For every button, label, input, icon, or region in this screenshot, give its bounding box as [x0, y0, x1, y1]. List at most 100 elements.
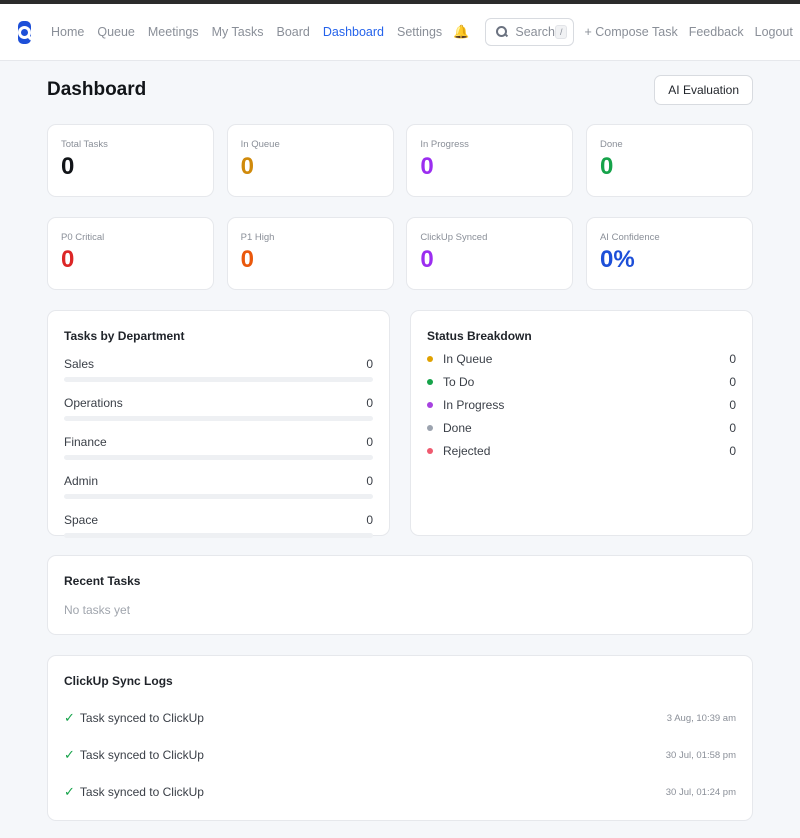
- check-icon: ✓: [64, 747, 75, 762]
- log-text: Task synced to ClickUp: [79, 785, 204, 799]
- status-name: In Queue: [443, 352, 493, 366]
- log-timestamp: 30 Jul, 01:24 pm: [665, 786, 736, 798]
- nav-actions: + Compose Task Feedback Logout: [584, 25, 792, 39]
- stat-label: In Queue: [240, 139, 280, 150]
- status-row: In Queue 0: [427, 352, 736, 366]
- nav-links: Home Queue Meetings My Tasks Board Dashb…: [51, 25, 455, 39]
- department-name: Operations: [64, 396, 123, 410]
- department-name: Finance: [64, 435, 107, 449]
- stats-row-primary: Total Tasks 0 In Queue 0 In Progress 0 D…: [47, 124, 753, 197]
- status-name: To Do: [443, 375, 475, 389]
- status-count: 0: [729, 375, 736, 389]
- stat-value: 0: [420, 153, 434, 180]
- log-row: ✓ Task synced to ClickUp 30 Jul, 01:58 pm: [64, 747, 736, 762]
- stats-row-secondary: P0 Critical 0 P1 High 0 ClickUp Synced 0…: [47, 217, 753, 290]
- search-icon: [496, 26, 508, 38]
- card-title: Recent Tasks: [64, 574, 141, 588]
- department-bar: [64, 416, 373, 421]
- stat-label: AI Confidence: [599, 232, 660, 243]
- stat-card-p1-high: P1 High 0: [226, 217, 394, 290]
- status-name: In Progress: [443, 398, 505, 412]
- log-row: ✓ Task synced to ClickUp 3 Aug, 10:39 am: [64, 710, 736, 725]
- search-shortcut-key: /: [554, 25, 568, 39]
- stat-label: Done: [599, 139, 623, 150]
- logout-link[interactable]: Logout: [754, 25, 793, 39]
- stat-value: 0: [61, 153, 75, 180]
- page-title: Dashboard: [47, 79, 147, 100]
- compose-task-link[interactable]: + Compose Task: [584, 25, 678, 39]
- log-timestamp: 30 Jul, 01:58 pm: [665, 749, 736, 761]
- stat-card-p0-critical: P0 Critical 0: [47, 217, 214, 290]
- status-dot: [427, 448, 433, 454]
- stat-value: 0: [599, 153, 614, 180]
- stat-label: Total Tasks: [61, 139, 108, 150]
- stat-card-clickup-synced: ClickUp Synced 0: [406, 217, 574, 290]
- status-count: 0: [729, 398, 736, 412]
- log-row: ✓ Task synced to ClickUp 30 Jul, 01:24 pm: [64, 784, 736, 799]
- nav-link-my-tasks[interactable]: My Tasks: [211, 25, 264, 39]
- department-count: 0: [366, 396, 373, 410]
- status-row: Rejected 0: [427, 444, 736, 458]
- status-dot: [427, 379, 433, 385]
- log-text: Task synced to ClickUp: [79, 711, 204, 725]
- stat-value: 0: [420, 246, 434, 273]
- department-name: Admin: [64, 474, 99, 488]
- stat-label: P0 Critical: [61, 232, 105, 243]
- department-name: Space: [64, 513, 99, 527]
- status-dot: [427, 402, 433, 408]
- stat-card-in-progress: In Progress 0: [406, 124, 574, 197]
- recent-tasks-card: Recent Tasks No tasks yet: [47, 555, 753, 635]
- department-row: Space 0: [64, 513, 373, 538]
- status-name: Rejected: [443, 444, 491, 458]
- stat-value: 0: [240, 153, 255, 180]
- tasks-by-department-card: Tasks by Department Sales 0 Operations 0 F…: [47, 310, 390, 538]
- status-count: 0: [729, 421, 736, 435]
- department-row: Sales 0: [64, 357, 373, 382]
- stat-label: P1 High: [240, 232, 275, 243]
- app-logo[interactable]: [18, 20, 31, 44]
- empty-state-text: No tasks yet: [64, 603, 131, 617]
- stat-value: 0: [240, 246, 255, 273]
- stat-card-done: Done 0: [585, 124, 753, 197]
- department-bar: [64, 455, 373, 460]
- search-input[interactable]: Search /: [485, 18, 575, 46]
- nav-link-dashboard[interactable]: Dashboard: [322, 25, 384, 39]
- stat-label: In Progress: [420, 139, 469, 150]
- status-count: 0: [729, 352, 736, 366]
- feedback-link[interactable]: Feedback: [688, 25, 744, 39]
- card-title: Tasks by Department: [64, 329, 185, 343]
- clickup-sync-logs-card: ClickUp Sync Logs ✓ Task synced to ClickU…: [47, 655, 753, 821]
- stat-label: ClickUp Synced: [420, 232, 488, 243]
- nav-link-home[interactable]: Home: [51, 25, 85, 39]
- department-bar: [64, 494, 373, 499]
- status-dot: [427, 356, 433, 362]
- stat-card-ai-confidence: AI Confidence 0%: [585, 217, 753, 290]
- status-row: Done 0: [427, 421, 736, 435]
- log-text: Task synced to ClickUp: [79, 748, 204, 762]
- nav-link-settings[interactable]: Settings: [397, 25, 443, 39]
- department-row: Admin 0: [64, 474, 373, 499]
- ai-evaluation-button[interactable]: AI Evaluation: [654, 75, 753, 105]
- check-icon: ✓: [64, 710, 75, 725]
- nav-link-board[interactable]: Board: [276, 25, 310, 39]
- department-bar: [64, 377, 373, 382]
- nav-link-meetings[interactable]: Meetings: [147, 25, 199, 39]
- window-top-strip: [0, 0, 800, 4]
- department-name: Sales: [64, 357, 95, 371]
- department-count: 0: [366, 513, 373, 527]
- status-name: Done: [443, 421, 472, 435]
- department-count: 0: [366, 357, 373, 371]
- department-bar: [64, 533, 373, 538]
- status-dot: [427, 425, 433, 431]
- department-count: 0: [366, 474, 373, 488]
- department-row: Operations 0: [64, 396, 373, 421]
- bell-icon[interactable]: 🔔: [453, 24, 470, 39]
- nav-link-queue[interactable]: Queue: [97, 25, 135, 39]
- check-icon: ✓: [64, 784, 75, 799]
- department-row: Finance 0: [64, 435, 373, 460]
- stat-value: 0: [61, 246, 75, 273]
- search-placeholder: Search: [515, 25, 555, 39]
- status-breakdown-card: Status Breakdown In Queue 0 To Do 0 In P…: [410, 310, 753, 536]
- page-header: Dashboard AI Evaluation: [47, 74, 753, 106]
- status-row: To Do 0: [427, 375, 736, 389]
